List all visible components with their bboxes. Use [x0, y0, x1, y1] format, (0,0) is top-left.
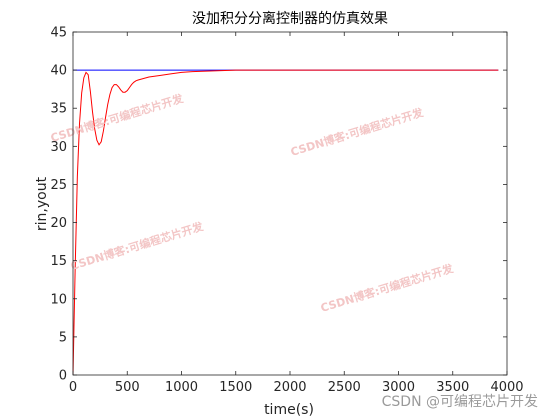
- x-tick-label: 2500: [328, 380, 361, 395]
- y-tick-label: 30: [50, 140, 67, 155]
- x-tick-label: 2000: [273, 380, 306, 395]
- y-tick-label: 10: [50, 292, 67, 307]
- plot-area: [73, 32, 507, 375]
- y-tick-label: 15: [50, 254, 67, 269]
- x-tick-label: 3000: [382, 380, 415, 395]
- series-line-2: [72, 69, 499, 376]
- x-tick-label: 1000: [165, 380, 198, 395]
- x-tick-label: 0: [69, 380, 77, 395]
- y-axis: 0 5 10 15 20 25 30 35 40 45: [50, 26, 507, 384]
- y-tick-label: 0: [59, 369, 67, 384]
- y-axis-label: rin,yout: [34, 176, 50, 231]
- y-tick-label: 40: [50, 64, 67, 79]
- series-layer: [72, 69, 499, 376]
- x-tick-label: 4000: [490, 380, 523, 395]
- y-tick-label: 35: [50, 102, 67, 117]
- y-tick-label: 5: [59, 330, 67, 345]
- x-axis-label: time(s): [264, 402, 314, 418]
- x-tick-label: 1500: [219, 380, 252, 395]
- y-tick-label: 25: [50, 178, 67, 193]
- y-tick-label: 20: [50, 216, 67, 231]
- credit-watermark: CSDN @可编程芯片开发: [382, 394, 538, 410]
- x-axis: 0 500 1000 1500 2000 2500 3000 3500 4000: [69, 32, 524, 395]
- x-tick-label: 3500: [436, 380, 469, 395]
- x-tick-label: 500: [115, 380, 140, 395]
- chart-title: 没加积分分离控制器的仿真效果: [192, 10, 388, 27]
- y-tick-label: 45: [50, 26, 67, 41]
